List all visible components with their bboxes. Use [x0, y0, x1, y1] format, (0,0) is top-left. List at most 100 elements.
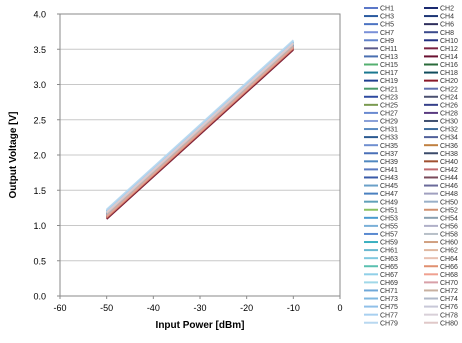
legend-label: CH20 [440, 78, 458, 85]
legend-label: CH39 [380, 159, 398, 166]
legend-label: CH21 [380, 86, 398, 93]
legend-label: CH79 [380, 320, 398, 327]
legend-label: CH41 [380, 167, 398, 174]
legend-label: CH17 [380, 70, 398, 77]
legend-label: CH71 [380, 288, 398, 295]
series-lines [106, 39, 294, 220]
legend-label: CH36 [440, 143, 458, 150]
legend-label: CH58 [440, 232, 458, 239]
legend-label: CH2 [440, 6, 454, 13]
x-tick-label: -20 [240, 303, 253, 313]
legend-label: CH22 [440, 86, 458, 93]
x-tick-label: -10 [287, 303, 300, 313]
legend-label: CH73 [380, 296, 398, 303]
legend-label: CH7 [380, 30, 394, 37]
legend-label: CH19 [380, 78, 398, 85]
legend-label: CH3 [380, 14, 394, 21]
legend-label: CH15 [380, 62, 398, 69]
y-tick-label: 1.5 [33, 186, 46, 196]
legend-label: CH52 [440, 207, 458, 214]
y-tick-label: 1.0 [33, 221, 46, 231]
legend-label: CH77 [380, 312, 398, 319]
legend-label: CH63 [380, 256, 398, 263]
legend-label: CH69 [380, 280, 398, 287]
legend-label: CH46 [440, 183, 458, 190]
legend-label: CH61 [380, 248, 398, 255]
legend-label: CH42 [440, 167, 458, 174]
series-line [106, 43, 294, 214]
legend-label: CH34 [440, 135, 458, 142]
legend-label: CH76 [440, 304, 458, 311]
x-tick-label: -50 [100, 303, 113, 313]
legend-label: CH55 [380, 223, 398, 230]
legend-label: CH12 [440, 46, 458, 53]
x-tick-labels: -60 -50 -40 -30 -20 -10 0 [53, 296, 343, 313]
legend-label: CH80 [440, 320, 458, 327]
legend-label: CH45 [380, 183, 398, 190]
legend-label: CH51 [380, 207, 398, 214]
legend-label: CH30 [440, 119, 458, 126]
legend-label: CH32 [440, 127, 458, 134]
y-tick-label: 3.5 [33, 45, 46, 55]
legend-label: CH43 [380, 175, 398, 182]
y-tick-label: 2.5 [33, 115, 46, 125]
legend-label: CH1 [380, 6, 394, 13]
legend-label: CH16 [440, 62, 458, 69]
legend-label: CH74 [440, 296, 458, 303]
legend-label: CH40 [440, 159, 458, 166]
series-line [106, 45, 294, 216]
legend-label: CH13 [380, 54, 398, 61]
x-axis-label: Input Power [dBm] [156, 320, 245, 331]
legend-label: CH62 [440, 248, 458, 255]
legend-label: CH72 [440, 288, 458, 295]
legend-label: CH29 [380, 119, 398, 126]
y-tick-label: 0.5 [33, 256, 46, 266]
legend-label: CH14 [440, 54, 458, 61]
legend-label: CH60 [440, 240, 458, 247]
legend-label: CH48 [440, 191, 458, 198]
legend-label: CH33 [380, 135, 398, 142]
y-axis-label: Output Voltage [V] [8, 111, 19, 198]
x-tick-label: -30 [193, 303, 206, 313]
legend-label: CH57 [380, 232, 398, 239]
x-tick-label: -60 [53, 303, 66, 313]
y-tick-labels: 0.0 0.5 1.0 1.5 2.0 2.5 3.0 3.5 4.0 [33, 10, 60, 302]
legend-label: CH38 [440, 151, 458, 158]
gridlines [60, 48, 340, 262]
legend-label: CH78 [440, 312, 458, 319]
legend-label: CH26 [440, 102, 458, 109]
legend-label: CH54 [440, 215, 458, 222]
y-tick-label: 0.0 [33, 292, 46, 302]
legend-label: CH6 [440, 22, 454, 29]
legend-label: CH24 [440, 94, 458, 101]
legend-label: CH9 [380, 38, 394, 45]
legend-label: CH44 [440, 175, 458, 182]
legend-label: CH67 [380, 272, 398, 279]
legend-label: CH25 [380, 102, 398, 109]
y-tick-label: 2.0 [33, 151, 46, 161]
legend-label: CH66 [440, 264, 458, 271]
legend-label: CH47 [380, 191, 398, 198]
legend-label: CH10 [440, 38, 458, 45]
legend-label: CH4 [440, 14, 454, 21]
legend-label: CH68 [440, 272, 458, 279]
legend-label: CH18 [440, 70, 458, 77]
x-tick-label: -40 [147, 303, 160, 313]
legend-label: CH5 [380, 22, 394, 29]
legend-label: CH23 [380, 94, 398, 101]
y-tick-label: 3.0 [33, 80, 46, 90]
legend-label: CH49 [380, 199, 398, 206]
legend-label: CH31 [380, 127, 398, 134]
legend-label: CH28 [440, 111, 458, 118]
legend-label: CH8 [440, 30, 454, 37]
legend-label: CH37 [380, 151, 398, 158]
legend-label: CH11 [380, 46, 397, 53]
legend-label: CH65 [380, 264, 398, 271]
legend-label: CH75 [380, 304, 398, 311]
y-tick-label: 4.0 [33, 10, 46, 20]
x-tick-label: 0 [337, 303, 342, 313]
legend-label: CH59 [380, 240, 398, 247]
